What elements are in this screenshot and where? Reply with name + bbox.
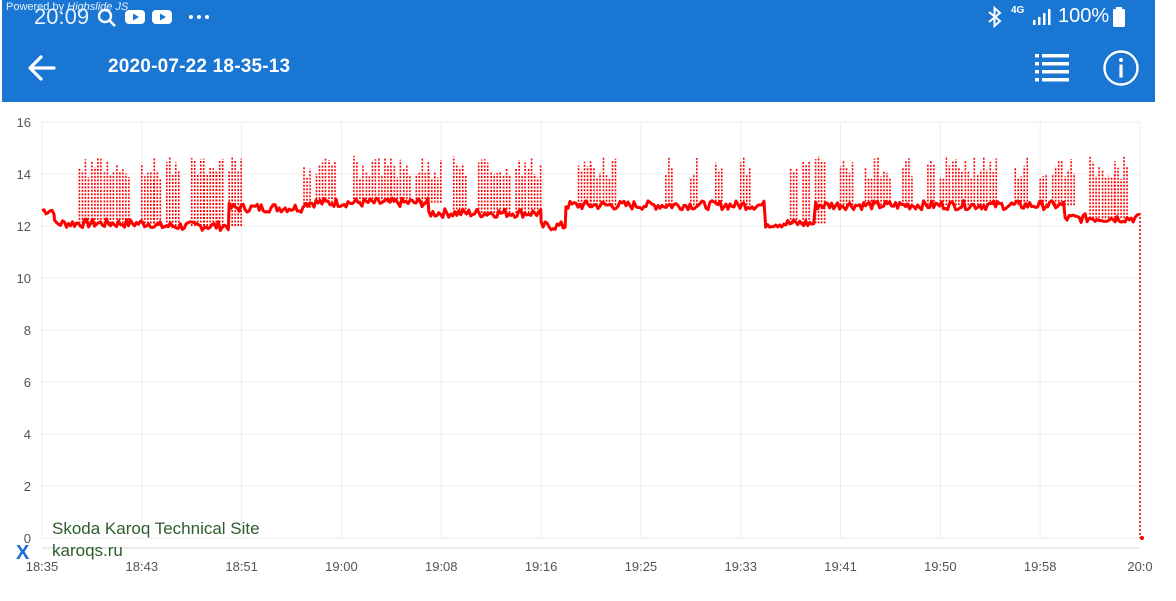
battery-icon <box>1113 7 1125 27</box>
powered-prefix: Powered by <box>6 1 65 13</box>
bluetooth-icon <box>988 6 1002 28</box>
battery-percent: 100% <box>1058 5 1110 27</box>
x-tick-label: 19:25 <box>625 559 658 574</box>
y-tick-label: 12 <box>17 219 31 234</box>
x-tick-label: 19:33 <box>724 559 757 574</box>
app-bar: 20:09 Powered by Highslide JS 4G 100% <box>2 0 1155 102</box>
chart-svg: 0 2 4 6 8 10 12 14 16 18:35 18:43 18:51 19:00 19:08 19… <box>17 115 1153 574</box>
watermark: Skoda Karoq Technical Site karoqs.ru <box>52 518 260 562</box>
side-strip <box>1155 0 1176 596</box>
powered-by-credit: Powered by Highslide JS <box>6 1 128 13</box>
x-tick-label: 19:00 <box>325 559 358 574</box>
y-tick-label: 4 <box>24 427 31 442</box>
x-tick-label: 19:41 <box>824 559 857 574</box>
signal-icon <box>1033 9 1051 25</box>
youtube-icon <box>152 10 172 24</box>
more-dots-icon <box>189 15 209 19</box>
list-view-icon[interactable] <box>1032 50 1072 86</box>
x-tick-label: 18:43 <box>126 559 159 574</box>
status-time: 20:09 <box>34 4 90 29</box>
back-arrow-icon[interactable] <box>26 52 58 84</box>
x-tick-label: 19:58 <box>1024 559 1057 574</box>
watermark-line-2: karoqs.ru <box>52 541 123 560</box>
x-tick-label: 19:08 <box>425 559 458 574</box>
y-tick-label: 16 <box>17 115 31 130</box>
end-point <box>1140 536 1144 540</box>
x-tick-label: 20:0 <box>1127 559 1152 574</box>
info-icon[interactable] <box>1102 49 1140 87</box>
watermark-line-1: Skoda Karoq Technical Site <box>52 519 260 538</box>
y-tick-label: 2 <box>24 479 31 494</box>
y-tick-label: 8 <box>24 323 31 338</box>
page-title: 2020-07-22 18-35-13 <box>108 56 291 77</box>
y-tick-label: 6 <box>24 375 31 390</box>
youtube-icon <box>125 10 145 24</box>
voltage-chart: 0 2 4 6 8 10 12 14 16 18:35 18:43 18:51 19:00 19:08 19… <box>0 102 1155 596</box>
y-tick-label: 14 <box>17 167 31 182</box>
x-tick-label: 19:16 <box>525 559 558 574</box>
y-tick-label: 10 <box>17 271 31 286</box>
search-icon <box>97 8 116 27</box>
series-line <box>41 196 1140 232</box>
x-tick-label: 18:51 <box>225 559 258 574</box>
y-tick-label: 0 <box>24 531 31 546</box>
x-axis-marker: X <box>16 542 30 564</box>
powered-brand: Highslide JS <box>67 1 129 13</box>
network-type: 4G <box>1011 5 1025 16</box>
x-tick-label: 18:35 <box>26 559 59 574</box>
x-tick-label: 19:50 <box>924 559 957 574</box>
